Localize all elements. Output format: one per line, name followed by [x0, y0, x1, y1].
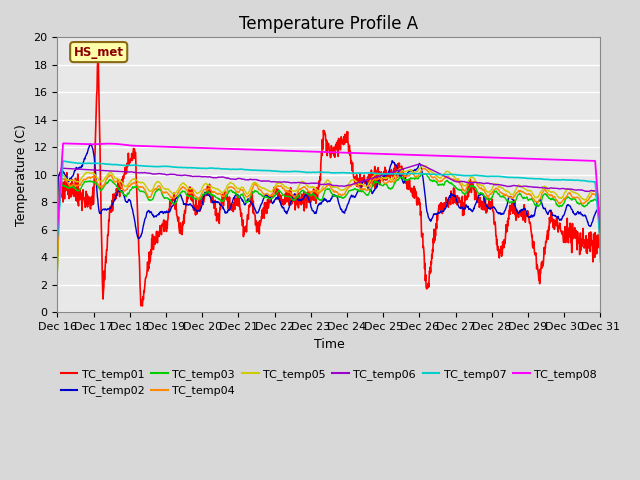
TC_temp06 [415, 162, 423, 168]
TC_temp08 [236, 146, 243, 152]
TC_temp04 [532, 199, 540, 204]
TC_temp06 [532, 184, 540, 190]
TC_temp08 [175, 144, 182, 150]
TC_temp02 [413, 165, 421, 171]
TC_temp07 [236, 167, 243, 172]
TC_temp05 [532, 195, 540, 201]
TC_temp06 [596, 243, 604, 249]
TC_temp01 [236, 203, 243, 208]
TC_temp04 [54, 266, 61, 272]
Line: TC_temp08: TC_temp08 [58, 144, 600, 232]
Line: TC_temp07: TC_temp07 [58, 161, 600, 243]
TC_temp04 [174, 190, 182, 196]
TC_temp08 [484, 155, 492, 160]
TC_temp03 [484, 197, 492, 203]
TC_temp05 [235, 186, 243, 192]
TC_temp05 [484, 189, 492, 195]
TC_temp07 [161, 164, 169, 169]
TC_temp01 [54, 175, 61, 181]
TC_temp05 [161, 186, 169, 192]
TC_temp04 [420, 166, 428, 171]
TC_temp01 [533, 266, 541, 272]
TC_temp03 [413, 176, 421, 181]
Line: TC_temp02: TC_temp02 [58, 144, 600, 248]
TC_temp02 [596, 245, 604, 251]
Line: TC_temp01: TC_temp01 [58, 53, 600, 306]
TC_temp04 [484, 193, 492, 199]
TC_temp01 [175, 224, 183, 230]
TC_temp08 [54, 225, 61, 231]
TC_temp01 [414, 202, 422, 207]
TC_temp02 [484, 205, 492, 211]
Line: TC_temp06: TC_temp06 [58, 165, 600, 246]
TC_temp07 [60, 158, 67, 164]
TC_temp08 [60, 141, 67, 146]
TC_temp02 [161, 210, 169, 216]
TC_temp06 [54, 237, 61, 243]
TC_temp01 [596, 230, 604, 236]
Text: HS_met: HS_met [74, 46, 124, 59]
TC_temp02 [86, 141, 94, 147]
TC_temp05 [419, 163, 426, 168]
TC_temp05 [413, 168, 421, 174]
Y-axis label: Temperature (C): Temperature (C) [15, 124, 28, 226]
TC_temp04 [596, 256, 604, 262]
TC_temp05 [54, 243, 61, 249]
TC_temp06 [174, 172, 182, 178]
TC_temp03 [596, 259, 604, 265]
X-axis label: Time: Time [314, 337, 344, 350]
Title: Temperature Profile A: Temperature Profile A [239, 15, 419, 33]
TC_temp01 [485, 205, 493, 211]
TC_temp02 [532, 203, 540, 209]
TC_temp08 [413, 152, 421, 158]
TC_temp05 [596, 241, 604, 247]
TC_temp01 [94, 50, 102, 56]
TC_temp07 [175, 165, 182, 170]
TC_temp06 [161, 171, 169, 177]
TC_temp05 [174, 187, 182, 192]
TC_temp03 [235, 195, 243, 201]
TC_temp04 [413, 174, 421, 180]
TC_temp02 [54, 241, 61, 247]
TC_temp07 [484, 174, 492, 180]
TC_temp07 [54, 233, 61, 239]
TC_temp08 [532, 156, 540, 162]
TC_temp07 [532, 176, 540, 181]
TC_temp01 [162, 218, 170, 224]
TC_temp07 [596, 240, 604, 246]
TC_temp02 [236, 193, 243, 199]
TC_temp07 [413, 171, 421, 177]
TC_temp03 [420, 171, 428, 177]
Line: TC_temp04: TC_temp04 [58, 168, 600, 269]
TC_temp04 [161, 190, 169, 196]
TC_temp03 [532, 202, 540, 207]
TC_temp01 [138, 303, 146, 309]
Legend: TC_temp01, TC_temp02, TC_temp03, TC_temp04, TC_temp05, TC_temp06, TC_temp07, TC_: TC_temp01, TC_temp02, TC_temp03, TC_temp… [56, 365, 602, 401]
TC_temp08 [161, 144, 169, 150]
TC_temp06 [413, 162, 421, 168]
TC_temp03 [54, 268, 61, 274]
TC_temp03 [174, 194, 182, 200]
TC_temp02 [175, 193, 182, 199]
Line: TC_temp03: TC_temp03 [58, 174, 600, 271]
TC_temp03 [161, 195, 169, 201]
TC_temp06 [235, 176, 243, 181]
TC_temp06 [484, 180, 492, 186]
TC_temp08 [596, 229, 604, 235]
Line: TC_temp05: TC_temp05 [58, 166, 600, 246]
TC_temp04 [235, 190, 243, 195]
